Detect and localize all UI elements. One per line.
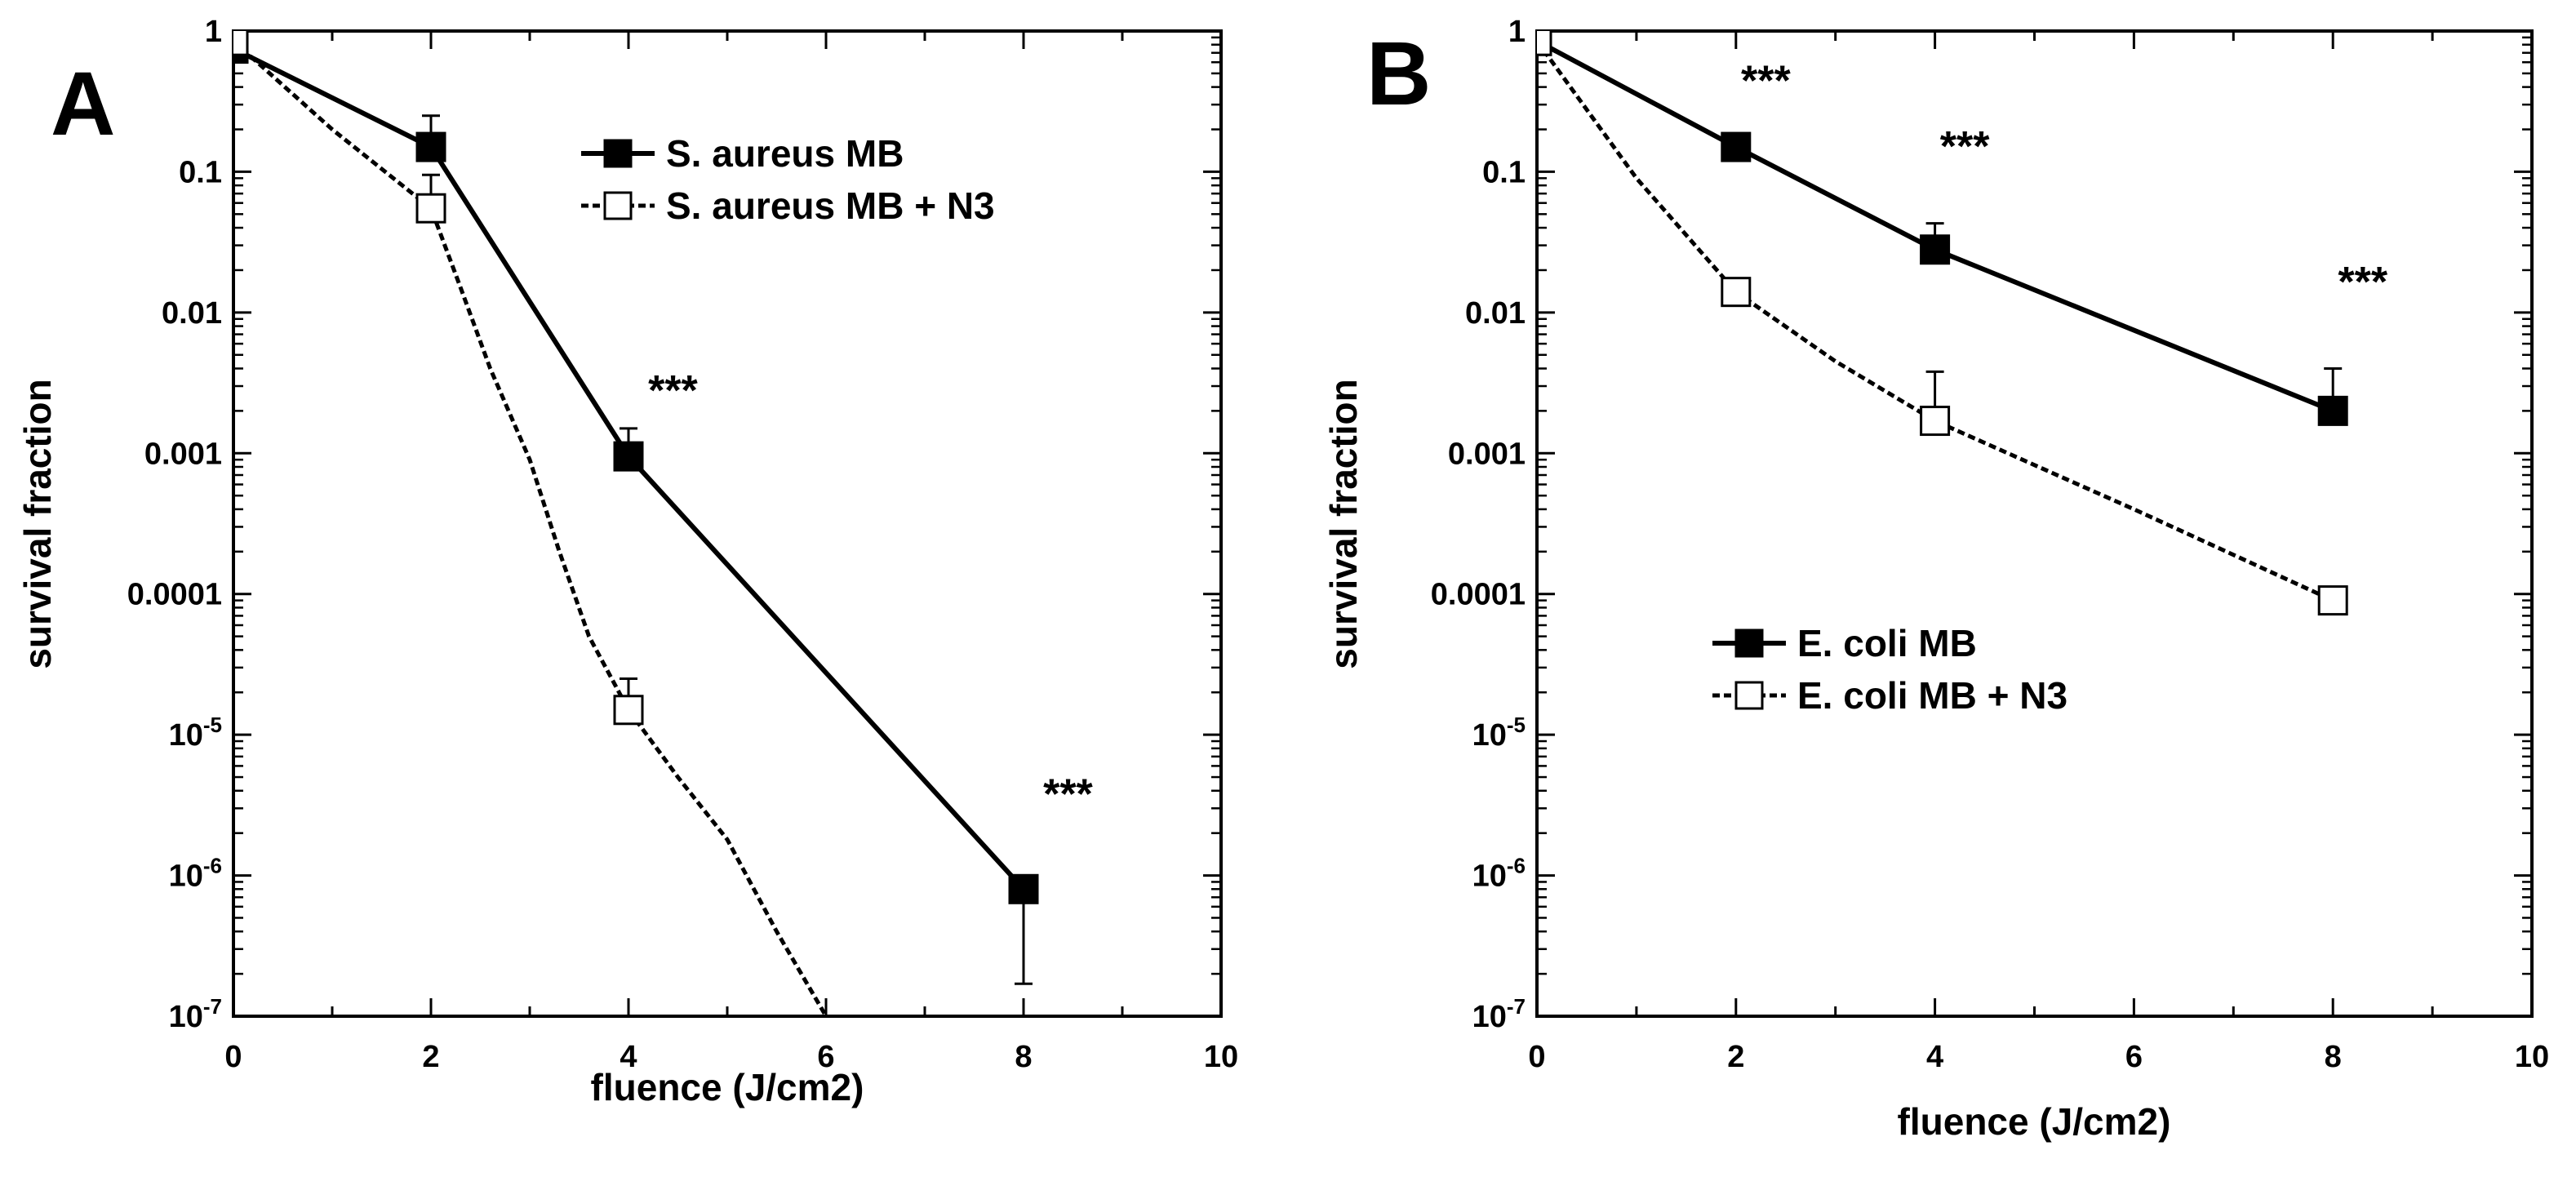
series-line (1537, 38, 2334, 414)
y-tick-exponent: -7 (1507, 994, 1526, 1019)
y-axis-title: survival fraction (16, 379, 59, 668)
y-tick-exponent: -6 (1507, 854, 1526, 878)
significance-annotation: *** (648, 367, 698, 415)
x-tick-label: 8 (1015, 1040, 1032, 1074)
x-tick-label: 0 (224, 1040, 242, 1074)
data-point (415, 131, 446, 162)
legend-label: E. coli MB (1797, 622, 1977, 664)
plot-frame (232, 29, 1223, 1018)
series-line (233, 46, 1026, 891)
y-tick-exponent: -6 (203, 854, 222, 878)
legend-label: S. aureus MB (666, 132, 904, 175)
y-tick-label: 10-5 (1472, 713, 1526, 753)
x-tick-label: 4 (1926, 1040, 1943, 1074)
y-tick-label: 0.0001 (1431, 578, 1526, 612)
y-tick-base: 10 (169, 718, 203, 753)
y-tick-label: 0.1 (1482, 155, 1526, 189)
x-tick-label: 4 (620, 1040, 637, 1074)
data-point (1008, 873, 1039, 904)
y-tick-base: 10 (1472, 718, 1507, 753)
y-tick-base: 10 (1472, 1000, 1507, 1034)
series-line (1537, 39, 2334, 602)
legend-marker (603, 191, 633, 220)
data-point (2317, 395, 2348, 426)
y-tick-base: 10 (169, 1000, 203, 1034)
series-line (233, 39, 828, 1016)
significance-annotation: *** (2338, 259, 2387, 306)
x-tick-label: 10 (2515, 1040, 2549, 1074)
series-dotted (1537, 31, 2348, 616)
x-tick-label: 6 (817, 1040, 834, 1074)
x-axis-title: fluence (J/cm2) (1898, 1100, 2171, 1143)
data-point (233, 31, 249, 56)
x-tick-label: 6 (2125, 1040, 2143, 1074)
series-dotted (233, 31, 828, 1016)
y-tick-exponent: -7 (203, 994, 222, 1019)
x-tick-label: 8 (2325, 1040, 2342, 1074)
y-tick-exponent: -5 (1507, 713, 1526, 737)
data-point (1537, 31, 1552, 56)
panel-b: B0 2 4 6 8 1010.10.010.0010.000110-510-610-7f… (1322, 15, 2549, 1143)
panel-label: B (1366, 24, 1431, 124)
y-tick-label: 10-7 (169, 994, 222, 1034)
legend-label: S. aureus MB + N3 (666, 184, 995, 227)
y-tick-label: 0.001 (144, 437, 222, 471)
data-point (613, 695, 644, 726)
y-tick-base: 10 (169, 859, 203, 894)
x-tick-label: 10 (1204, 1040, 1238, 1074)
y-tick-label: 0.01 (1465, 296, 1526, 331)
y-tick-label: 10-7 (1472, 994, 1526, 1034)
y-tick-label: 10-5 (169, 713, 222, 753)
x-axis-title: fluence (J/cm2) (591, 1066, 864, 1108)
legend-entry: E. coli MB + N3 (1712, 674, 2067, 717)
y-tick-base: 10 (1472, 859, 1507, 894)
legend-marker (1734, 628, 1764, 658)
x-tick-label: 0 (1528, 1040, 1545, 1074)
y-tick-label: 0.01 (162, 296, 222, 331)
y-tick-label: 0.001 (1448, 437, 1526, 471)
y-tick-exponent: -5 (203, 713, 222, 737)
data-point (613, 441, 644, 472)
data-point (1721, 277, 1752, 308)
significance-annotation: *** (1043, 771, 1093, 818)
data-point (2317, 585, 2348, 616)
series-solid (233, 33, 1039, 985)
plot-frame (1535, 29, 2534, 1018)
legend-label: E. coli MB + N3 (1797, 674, 2067, 717)
y-tick-label: 0.1 (179, 155, 222, 189)
legend-marker (1734, 681, 1764, 710)
significance-annotation: *** (1741, 58, 1791, 105)
y-tick-label: 10-6 (1472, 854, 1526, 894)
x-tick-label: 2 (1727, 1040, 1744, 1074)
panel-a: A0 2 4 6 8 1010.10.010.0010.000110-510-610-7f… (16, 15, 1238, 1108)
data-point (1721, 131, 1752, 162)
x-tick-label: 2 (422, 1040, 439, 1074)
y-tick-label: 10-6 (169, 854, 222, 894)
y-tick-label: 0.0001 (127, 578, 222, 612)
significance-annotation: *** (1940, 123, 1990, 171)
data-point (415, 193, 446, 224)
legend-entry: E. coli MB (1712, 622, 1977, 664)
data-point (1920, 406, 1951, 437)
y-tick-label: 1 (205, 15, 222, 49)
legend-marker (603, 139, 633, 168)
data-point (1920, 234, 1951, 265)
series-solid (1537, 31, 2348, 426)
y-tick-label: 1 (1508, 15, 1526, 49)
y-axis-title: survival fraction (1322, 379, 1365, 668)
legend-entry: S. aureus MB (581, 132, 904, 175)
panel-label: A (51, 54, 115, 154)
legend-entry: S. aureus MB + N3 (581, 184, 995, 227)
